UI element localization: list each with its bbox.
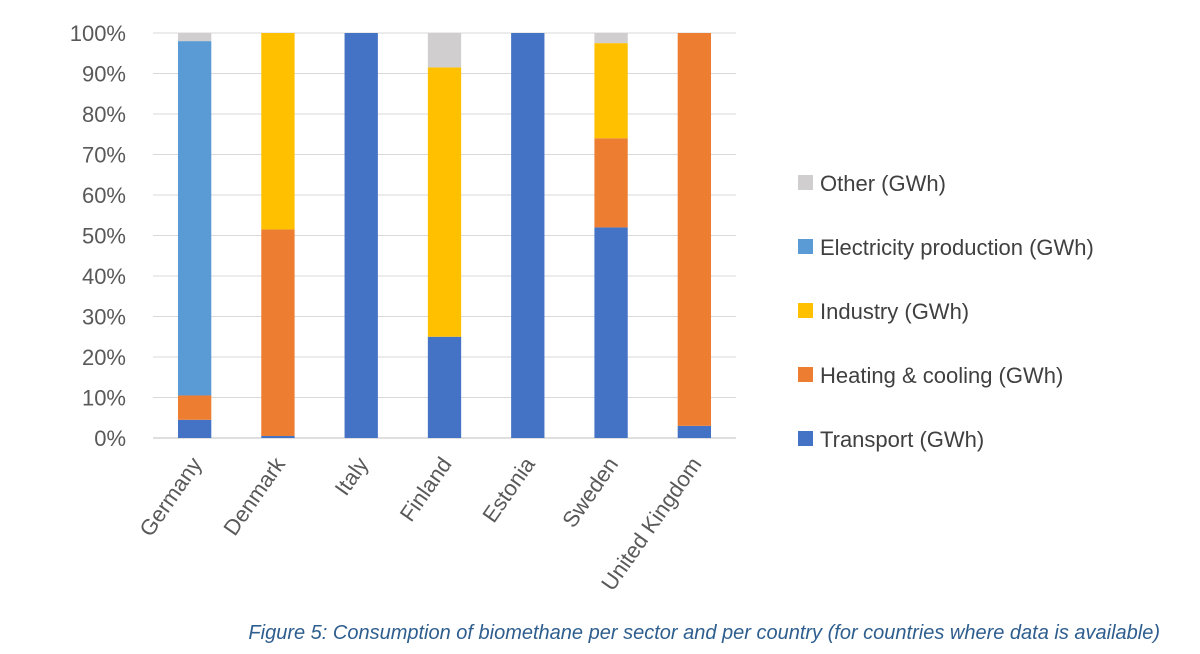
stacked-bar-chart: 0% 10% 20% 30% 40% 50% 60% 70% 80% 90% 100% German… — [70, 21, 1094, 595]
bar-segment — [677, 33, 712, 426]
y-tick-label: 60% — [82, 183, 126, 208]
bar-segment — [177, 33, 212, 42]
y-tick-label: 0% — [94, 426, 126, 451]
y-tick-label: 30% — [82, 305, 126, 330]
bar-segment — [511, 33, 545, 438]
legend-label: Other (GWh) — [820, 171, 946, 196]
y-tick-label: 20% — [82, 345, 126, 370]
y-tick-label: 80% — [82, 102, 126, 127]
bar-segment — [177, 395, 212, 420]
legend-swatch — [798, 431, 813, 446]
bar-segment — [427, 336, 462, 438]
y-tick-label: 100% — [70, 21, 126, 46]
legend: Other (GWh) Electricity production (GWh) I… — [798, 171, 1094, 452]
legend-swatch — [798, 175, 813, 190]
figure-caption: Figure 5: Consumption of biomethane per … — [248, 622, 1160, 644]
y-axis-tick-labels: 0% 10% 20% 30% 40% 50% 60% 70% 80% 90% 100% — [70, 21, 126, 451]
bar-segment — [177, 419, 212, 438]
bar-segment — [594, 138, 628, 228]
bar-segment — [261, 229, 295, 436]
bar-segment — [261, 435, 295, 438]
y-tick-label: 10% — [82, 386, 126, 411]
legend-swatch — [798, 367, 813, 382]
legend-label: Transport (GWh) — [820, 427, 984, 452]
bar-segment — [427, 33, 462, 68]
bars — [177, 33, 712, 438]
y-tick-label: 50% — [82, 224, 126, 249]
bar-segment — [344, 33, 378, 438]
legend-swatch — [798, 239, 813, 254]
legend-label: Heating & cooling (GWh) — [820, 363, 1063, 388]
bar-segment — [177, 41, 212, 396]
bar-segment — [594, 227, 628, 438]
bar-segment — [677, 425, 712, 438]
y-tick-label: 70% — [82, 143, 126, 168]
x-category-label: Italy — [330, 453, 374, 500]
legend-label: Electricity production (GWh) — [820, 235, 1094, 260]
y-tick-label: 40% — [82, 264, 126, 289]
x-category-label: Estonia — [477, 452, 540, 527]
x-category-label: Finland — [395, 453, 457, 526]
x-category-label: Denmark — [218, 452, 290, 540]
bar-segment — [594, 43, 628, 139]
bar-segment — [261, 33, 295, 230]
x-axis-category-labels: Germany Denmark Italy Finland Estonia SwedenU… — [134, 452, 706, 595]
x-category-label: Germany — [134, 453, 206, 541]
legend-label: Industry (GWh) — [820, 299, 969, 324]
x-category-label: Sweden — [557, 453, 623, 532]
bar-segment — [427, 67, 462, 337]
bar-segment — [594, 33, 628, 44]
y-tick-label: 90% — [82, 62, 126, 87]
legend-swatch — [798, 303, 813, 318]
